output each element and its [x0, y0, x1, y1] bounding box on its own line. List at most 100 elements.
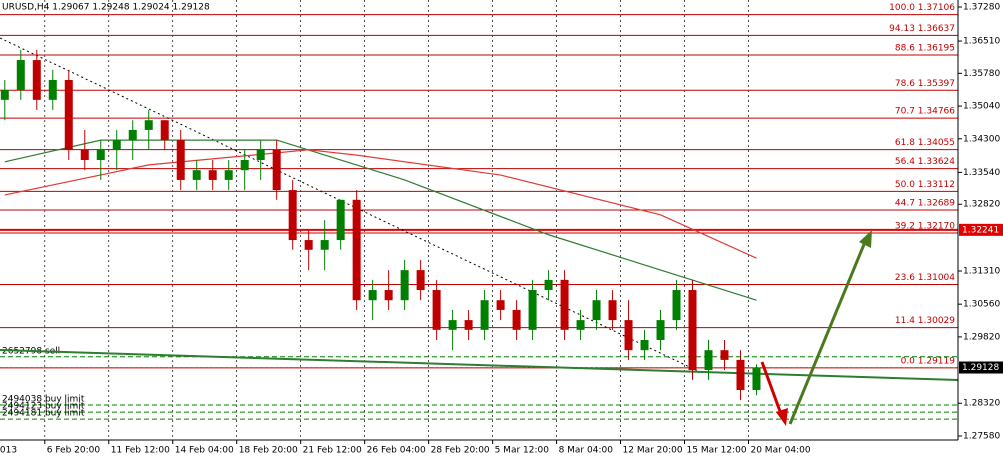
- candle-body: [272, 149, 281, 191]
- candle-body: [576, 320, 585, 330]
- candle-body: [416, 270, 425, 291]
- y-tick-label: 1.28320: [963, 399, 1000, 409]
- order-label: 2494181 buy limit: [2, 409, 85, 419]
- support-line: [0, 349, 959, 381]
- candle-body: [656, 320, 665, 341]
- y-tick-label: 1.30560: [963, 300, 1000, 310]
- y-tick-label: 1.33540: [963, 168, 1000, 178]
- order-label: 2494123 buy limit: [2, 402, 85, 412]
- fib-label: 23.6 1.31004: [895, 273, 955, 283]
- fib-label: 94.13 1.36637: [889, 24, 955, 34]
- current-price: 1.29128: [962, 363, 999, 373]
- marks: [0, 49, 761, 401]
- current-price-box: [959, 361, 1003, 374]
- candle-body: [688, 290, 697, 371]
- fib-label: 100.0 1.37106: [889, 3, 955, 13]
- down-arrow-head: [776, 408, 788, 426]
- candle-body: [512, 309, 521, 330]
- y-tick-label: 1.34300: [963, 134, 1000, 144]
- highlight-price: 1.32241: [962, 225, 999, 235]
- candle-body: [704, 350, 713, 371]
- candle-body: [64, 79, 73, 150]
- candle-body: [256, 149, 265, 161]
- candle-body: [80, 149, 89, 161]
- candle-body: [496, 300, 505, 310]
- candle-body: [160, 120, 169, 141]
- candle-body: [128, 129, 137, 141]
- candle-body: [400, 270, 409, 301]
- candle-body: [48, 79, 57, 100]
- candle-body: [560, 279, 569, 330]
- candle-body: [112, 140, 121, 150]
- x-tick-label: 18 Feb 20:00: [239, 446, 298, 456]
- x-tick-label: 6 Feb 20:00: [47, 446, 101, 456]
- down-arrow: [760, 361, 783, 415]
- fib-label: 61.8 1.34055: [895, 138, 955, 148]
- candle-body: [672, 290, 681, 321]
- y-tick-label: 1.32820: [963, 200, 1000, 210]
- candle-body: [464, 320, 473, 330]
- y-tick-label: 1.27580: [963, 431, 1000, 441]
- fib-label: 11.4 1.30029: [895, 316, 955, 326]
- x-tick-label: 8 Mar 04:00: [559, 446, 614, 456]
- candle-body: [480, 300, 489, 330]
- x-tick-label: 5 Mar 12:00: [495, 446, 550, 456]
- y-tick-label: 1.29820: [963, 332, 1000, 342]
- y-tick-label: 1.31310: [963, 267, 1000, 277]
- candle-body: [240, 160, 249, 171]
- moving-average: [4, 149, 757, 259]
- candle-body: [288, 190, 297, 241]
- candle-body: [384, 290, 393, 301]
- x-tick-label: 5 Feb 2013: [0, 446, 17, 456]
- candle-body: [432, 290, 441, 330]
- trend-line: [0, 37, 701, 373]
- candle-body: [224, 170, 233, 180]
- x-tick-label: 12 Mar 20:00: [623, 446, 683, 456]
- x-tick-label: 14 Feb 04:00: [175, 446, 234, 456]
- candle-body: [144, 120, 153, 130]
- candle-body: [720, 350, 729, 360]
- y-tick-label: 1.35780: [963, 69, 1000, 79]
- x-tick-label: 28 Feb 20:00: [431, 446, 490, 456]
- fib-label: 88.6 1.36195: [895, 43, 955, 53]
- fib-label: 39.2 1.32170: [895, 221, 955, 231]
- candle-body: [96, 149, 105, 161]
- candle-body: [0, 90, 9, 100]
- candle-body: [640, 340, 649, 351]
- x-tick-label: 11 Feb 12:00: [111, 446, 170, 456]
- y-tick-label: 1.37280: [963, 2, 1000, 12]
- up-arrow: [788, 241, 867, 425]
- y-tick-label: 1.35040: [963, 102, 1000, 112]
- candle-body: [16, 60, 25, 91]
- candle-body: [608, 300, 617, 321]
- candle-body: [176, 140, 185, 180]
- candle-body: [592, 300, 601, 321]
- fib-label: 78.6 1.35397: [895, 79, 955, 89]
- x-tick-label: 21 Feb 12:00: [303, 446, 362, 456]
- candle-body: [544, 279, 553, 291]
- grid: [44, 0, 749, 440]
- candle-body: [336, 199, 345, 241]
- x-tick-label: 15 Mar 12:00: [687, 446, 747, 456]
- candle-body: [752, 367, 761, 390]
- fib-label: 0.0 1.29119: [901, 356, 956, 366]
- candle-body: [352, 199, 361, 301]
- candle-body: [192, 170, 201, 180]
- forecast-arrows: [760, 230, 872, 426]
- candle-body: [368, 290, 377, 301]
- highlight-price-box: [959, 223, 1003, 236]
- y-tick-label: 1.36510: [963, 37, 1000, 47]
- fib-label: 50.0 1.33112: [895, 180, 955, 190]
- candle-body: [528, 290, 537, 330]
- up-arrow-head: [859, 230, 872, 248]
- candle-body: [736, 359, 745, 390]
- fib-label: 56.4 1.33624: [895, 157, 955, 167]
- fib-label: 44.7 1.32689: [895, 199, 955, 209]
- candle-body: [304, 240, 313, 250]
- x-tick-label: 26 Feb 04:00: [367, 446, 426, 456]
- candle-body: [208, 170, 217, 180]
- header: URUSD,H4 1.29067 1.29248 1.29024 1.29128: [2, 3, 210, 13]
- candle-body: [624, 320, 633, 351]
